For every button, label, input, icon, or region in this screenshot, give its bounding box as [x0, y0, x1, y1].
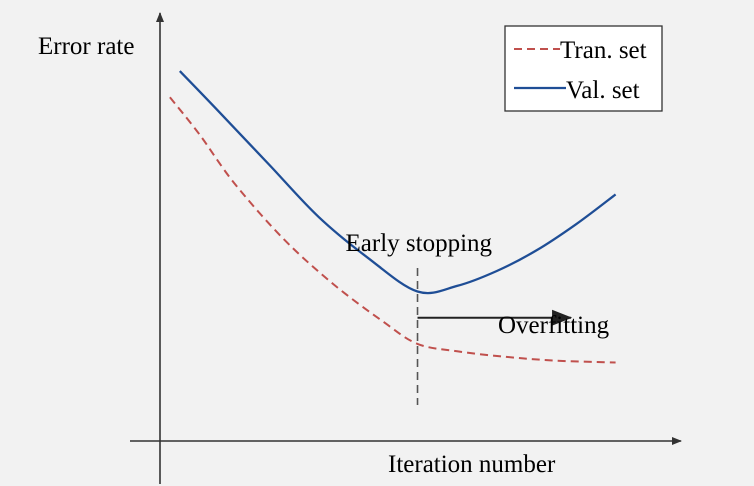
legend: Tran. set Val. set — [504, 25, 663, 112]
series-line-tran-set — [169, 96, 616, 364]
early-stopping-label: Early stopping — [346, 230, 493, 257]
legend-box — [504, 25, 663, 112]
series-line-val-set — [178, 70, 617, 295]
legend-label-val-set: Val. set — [566, 77, 640, 104]
y-axis-label: Error rate — [38, 33, 134, 60]
overfitting-label: Overfitting — [498, 312, 610, 339]
legend-label-tran-set: Tran. set — [560, 37, 647, 64]
x-axis-label: Iteration number — [388, 451, 556, 478]
